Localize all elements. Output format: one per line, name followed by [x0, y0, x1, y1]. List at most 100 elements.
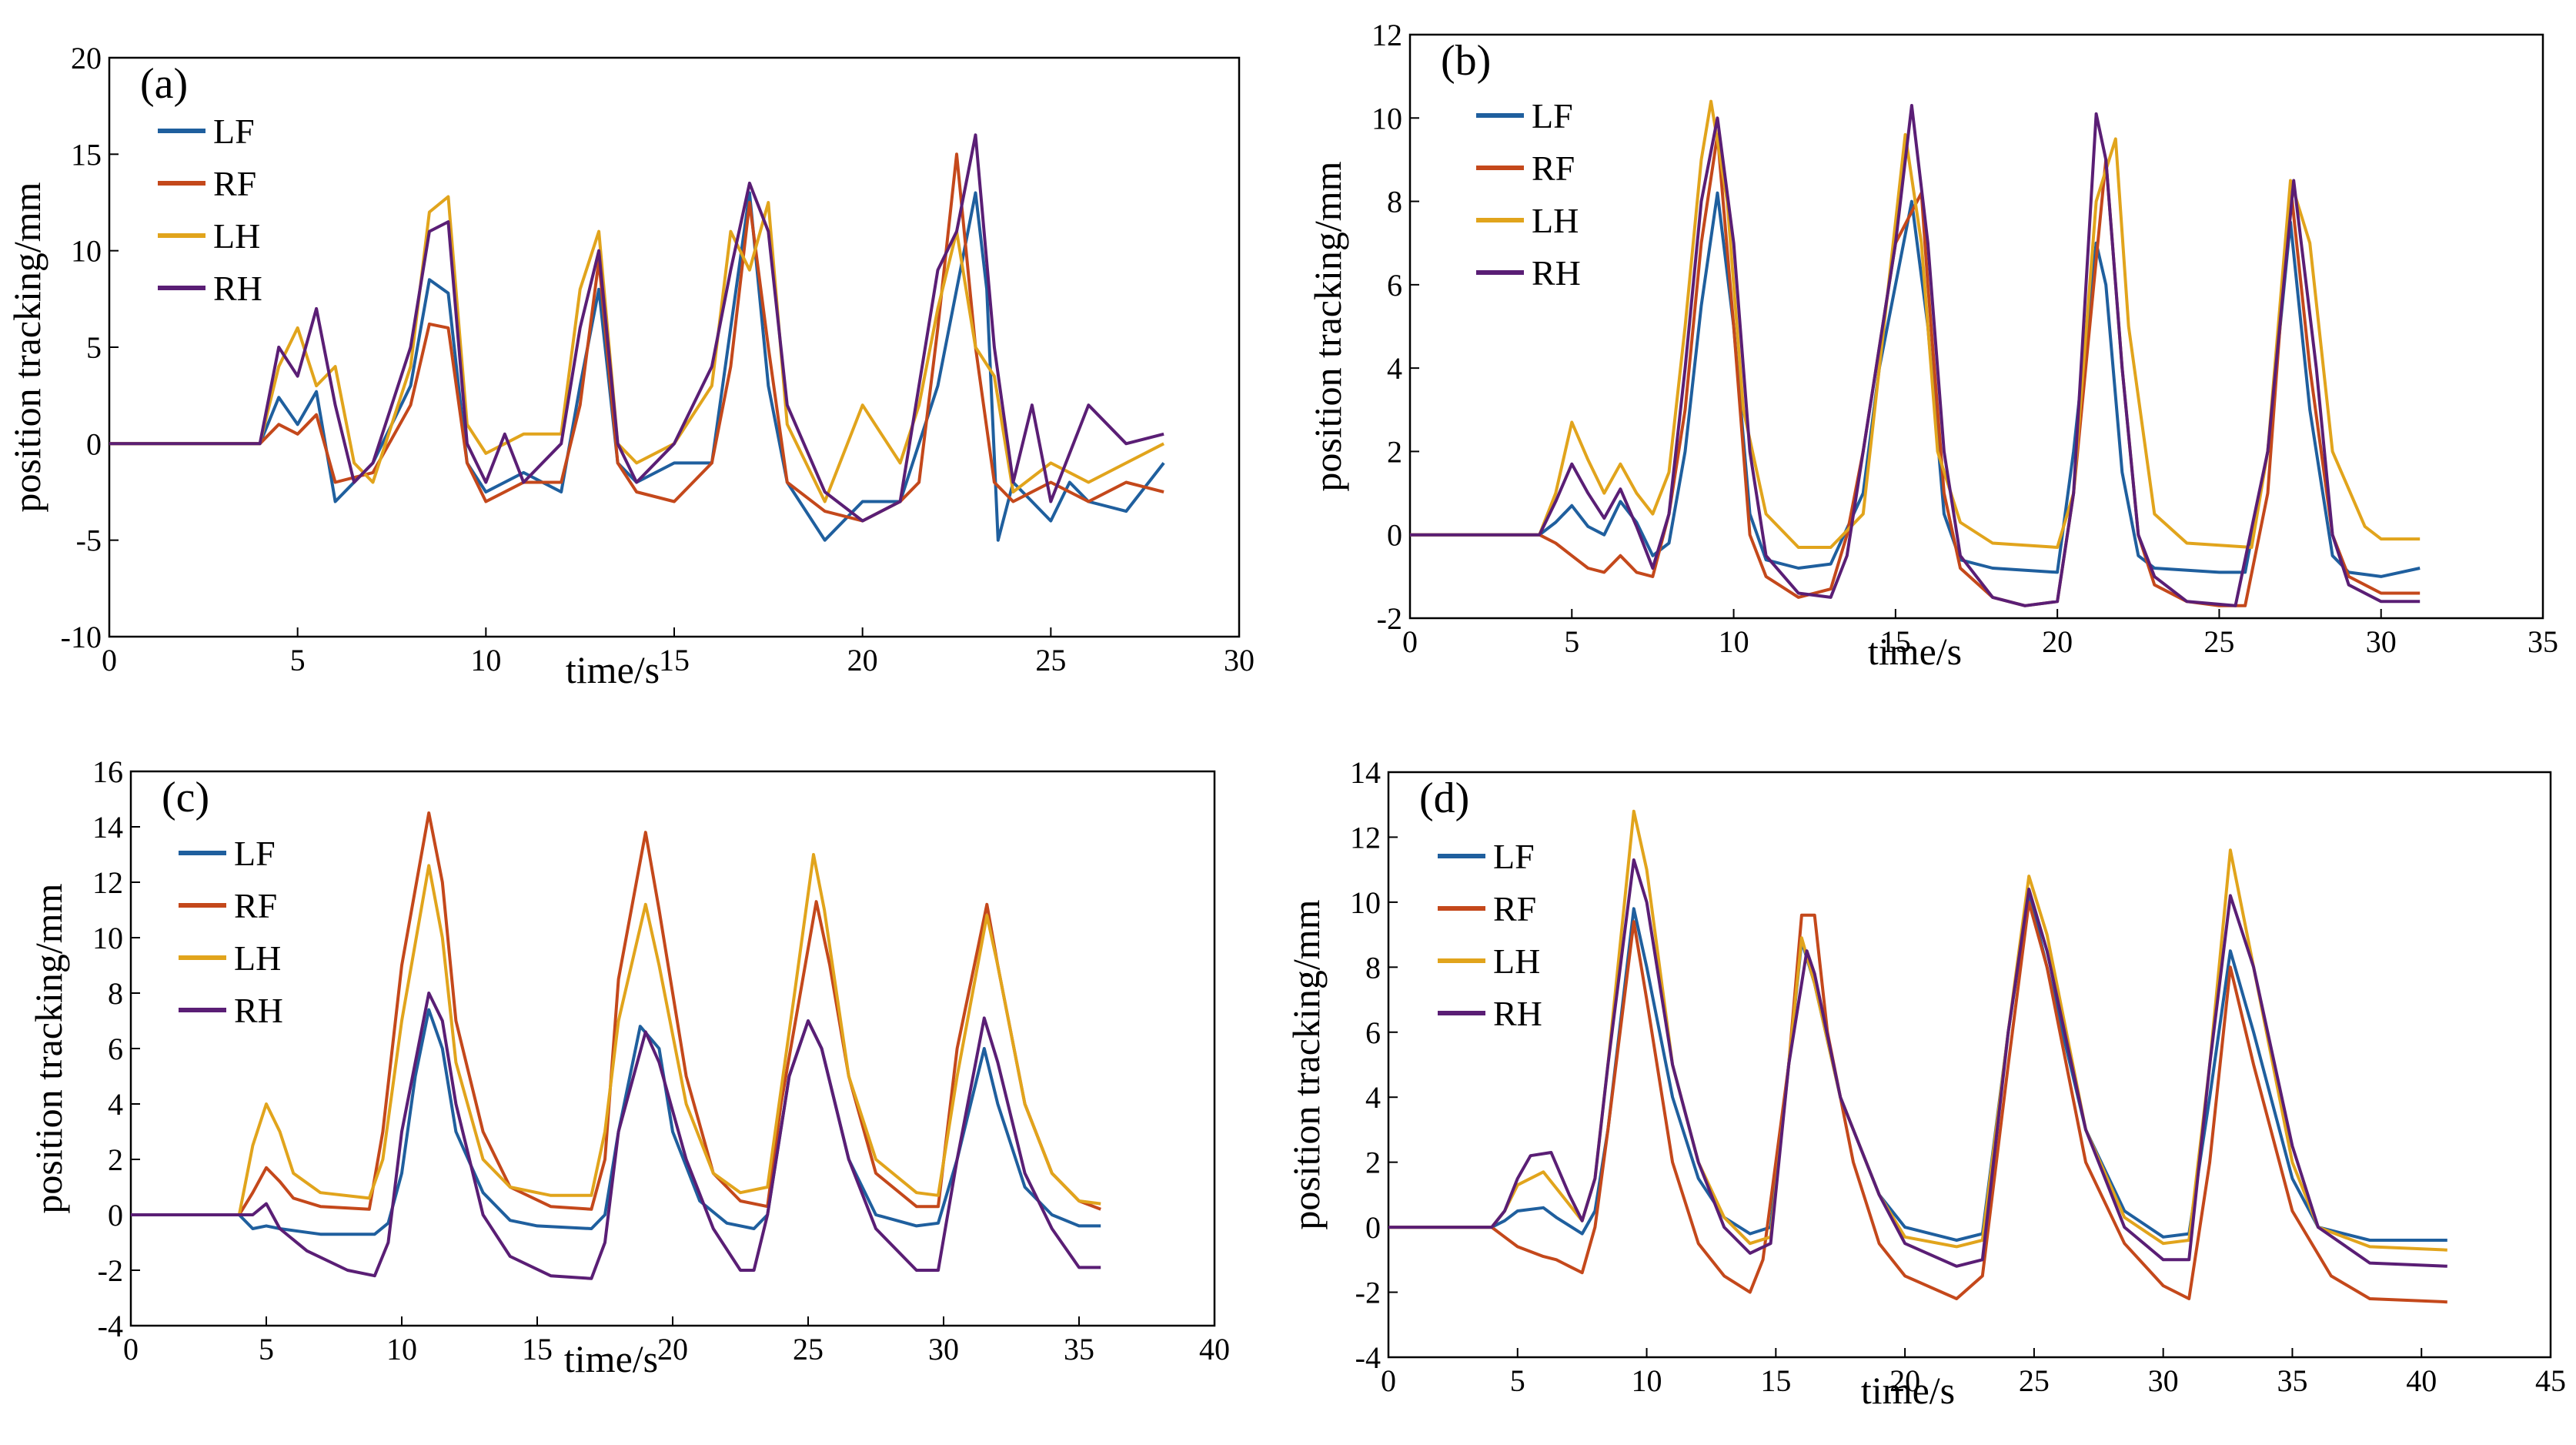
x-tick-label: 15 — [1760, 1363, 1791, 1398]
legend: LF RF LH RH — [158, 112, 262, 308]
series-line-rh — [1410, 104, 2421, 607]
x-tick-label: 35 — [1064, 1332, 1094, 1366]
x-tick-label: 25 — [2019, 1363, 2050, 1398]
legend-label-rf: RF — [234, 886, 277, 925]
y-tick-label: 0 — [1365, 1210, 1381, 1245]
x-tick-label: 5 — [1564, 624, 1579, 659]
x-tick-label: 20 — [2042, 624, 2073, 659]
legend: LF RF LH RH — [1476, 96, 1581, 293]
x-tick-label: 40 — [2406, 1363, 2437, 1398]
series-line-lf — [1410, 191, 2421, 578]
x-tick-label: 25 — [2203, 624, 2234, 659]
x-tick-label: 10 — [1719, 624, 1749, 659]
x-axis-label: time/s — [1861, 1369, 1955, 1412]
y-tick-label: -2 — [98, 1253, 123, 1288]
x-tick-label: 5 — [1510, 1363, 1525, 1398]
chart-panel-4: 0 5 10 15 20 25 30 35 40 45 -4 -2 0 2 4 6 8 10 12 14 time/s p… — [1285, 755, 2566, 1412]
y-tick-label: -4 — [98, 1309, 123, 1343]
y-tick-label: -5 — [76, 523, 102, 558]
chart-panel-3: 0 5 10 15 20 25 30 35 40 -4 -2 0 2 4 6 8 10 12 14 16 time/s p… — [27, 754, 1230, 1380]
y-tick-label: 12 — [1350, 820, 1381, 855]
series-line-rh — [131, 992, 1101, 1280]
y-tick-label: 12 — [92, 865, 123, 900]
x-tick-label: 15 — [522, 1332, 553, 1366]
y-tick-label: 0 — [108, 1198, 123, 1233]
legend-label-lf: LF — [1532, 96, 1573, 135]
y-tick-label: 14 — [92, 810, 123, 845]
x-axis-label: time/s — [566, 648, 660, 691]
axes-frame — [129, 770, 1216, 1327]
legend-label-lf: LF — [234, 834, 276, 873]
y-tick-label: -10 — [61, 620, 102, 654]
legend-label-rh: RH — [1532, 253, 1581, 293]
x-tick-label: 15 — [1880, 624, 1911, 659]
y-tick-label: -2 — [1355, 1276, 1381, 1310]
x-tick-label: 0 — [102, 643, 117, 677]
axes-frame — [1408, 33, 2544, 620]
y-tick-label: 16 — [92, 754, 123, 789]
y-tick-label: 5 — [86, 330, 102, 365]
y-tick-label: -2 — [1377, 601, 1402, 636]
x-tick-label: 10 — [470, 643, 501, 677]
y-tick-label: 10 — [1350, 885, 1381, 920]
y-tick-label: 2 — [1365, 1146, 1381, 1180]
x-tick-label: 20 — [657, 1332, 688, 1366]
y-tick-label: 8 — [108, 976, 123, 1011]
series-line-lh — [131, 853, 1101, 1216]
y-tick-label: 4 — [108, 1087, 123, 1122]
y-tick-label: 12 — [1372, 18, 1402, 52]
chart-panel-2: 0 5 10 15 20 25 30 35-2024681012time/sposition … — [1306, 18, 2558, 673]
x-tick-label: 30 — [928, 1332, 959, 1366]
y-tick-label: 2 — [108, 1142, 123, 1177]
x-tick-label: 0 — [123, 1332, 139, 1366]
legend-label-lf: LF — [1493, 837, 1535, 876]
panel-label: (c) — [162, 774, 209, 821]
panel-label: (b) — [1441, 37, 1491, 85]
y-tick-label: 6 — [1387, 268, 1402, 303]
y-tick-label: 4 — [1387, 351, 1402, 386]
x-axis-label: time/s — [1868, 630, 1962, 673]
series-line-lf — [1388, 891, 2447, 1242]
x-tick-label: 10 — [386, 1332, 417, 1366]
y-tick-label: 0 — [1387, 518, 1402, 553]
x-tick-label: 25 — [793, 1332, 824, 1366]
x-tick-label: 0 — [1381, 1363, 1396, 1398]
y-tick-label: 20 — [71, 41, 102, 75]
legend: LF RF LH RH — [1438, 837, 1542, 1033]
x-tick-label: 10 — [1632, 1363, 1662, 1398]
panel-label: (d) — [1419, 774, 1469, 822]
x-tick-label: 25 — [1035, 643, 1066, 677]
x-tick-label: 45 — [2535, 1363, 2566, 1398]
legend-label-lh: LH — [1493, 942, 1540, 981]
x-tick-label: 30 — [2148, 1363, 2179, 1398]
x-tick-label: 40 — [1199, 1332, 1230, 1366]
y-tick-label: -4 — [1355, 1340, 1381, 1375]
series-line-rf — [1388, 900, 2447, 1304]
y-tick-label: 10 — [71, 234, 102, 269]
series-line-rh — [109, 133, 1164, 523]
y-axis-label: position tracking/mm — [1285, 899, 1328, 1229]
legend: LF RF LH RH — [179, 834, 283, 1030]
legend-label-rf: RF — [1493, 889, 1536, 928]
x-tick-label: 20 — [1889, 1363, 1920, 1398]
y-tick-label: 2 — [1387, 434, 1402, 469]
legend-label-rh: RH — [1493, 994, 1542, 1033]
y-axis-label: position tracking/mm — [5, 182, 48, 512]
x-tick-label: 20 — [847, 643, 878, 677]
series-line-lf — [109, 191, 1165, 542]
series-line-rf — [131, 811, 1101, 1216]
legend-label-lh: LH — [1532, 201, 1579, 240]
chart-panel-1: 0 5 10 15 20 25 30 -10 -5 0 5 10 15 20 time/s position … — [5, 41, 1255, 691]
y-tick-label: 0 — [86, 426, 102, 461]
series-line-lh — [109, 195, 1165, 503]
legend-label-rh: RH — [234, 991, 283, 1030]
legend-label-rf: RF — [1532, 149, 1575, 188]
x-tick-label: 30 — [2366, 624, 2397, 659]
x-axis-label: time/s — [564, 1337, 658, 1380]
x-tick-label: 0 — [1402, 624, 1418, 659]
y-tick-label: 15 — [71, 137, 102, 172]
legend-label-lh: LH — [234, 938, 281, 978]
y-tick-label: 8 — [1387, 185, 1402, 219]
x-tick-label: 5 — [259, 1332, 274, 1366]
